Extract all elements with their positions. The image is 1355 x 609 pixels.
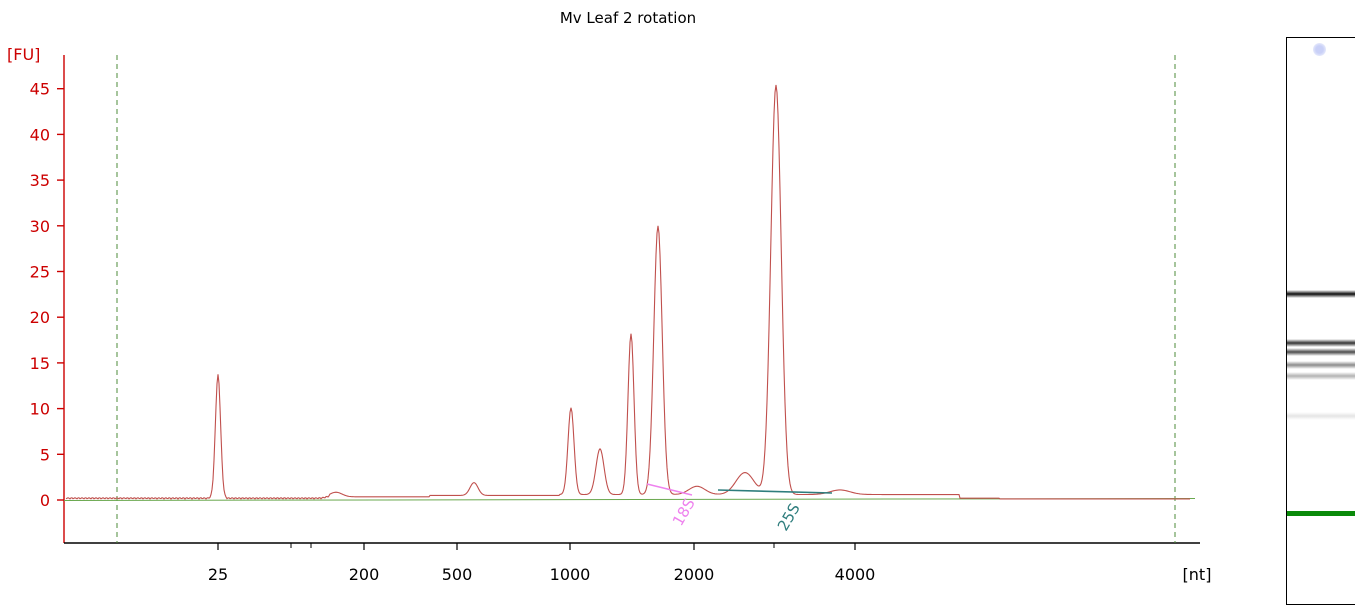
peak-18S-label: 18S <box>669 495 699 529</box>
x-tick-label: 4000 <box>835 565 876 584</box>
x-tick-label: 500 <box>442 565 473 584</box>
y-tick-label: 20 <box>30 308 50 327</box>
gel-band <box>1287 412 1355 420</box>
y-tick-label: 0 <box>40 491 50 510</box>
peak-25S-annotation: 25S <box>717 489 833 534</box>
peak-25S-baseline <box>717 489 833 494</box>
x-tick-label: 2000 <box>674 565 715 584</box>
gel-band <box>1287 361 1355 369</box>
fluorescence-trace <box>65 84 1190 500</box>
x-ticks: 25 200 500 1000 2000 4000 <box>208 543 876 584</box>
y-axis-label: [FU] <box>7 45 40 64</box>
y-tick-label: 25 <box>30 263 50 282</box>
x-tick-label: 25 <box>208 565 228 584</box>
gel-band <box>1287 290 1355 298</box>
y-axis: [FU] 0 5 10 15 20 25 30 35 40 45 <box>7 45 65 543</box>
gel-band <box>1287 372 1355 380</box>
gel-lane <box>1286 37 1355 605</box>
electropherogram-chart: Mv Leaf 2 rotation [FU] 0 5 10 15 20 25 30 35 40… <box>7 9 1212 584</box>
gel-lower-marker-band <box>1287 511 1355 516</box>
y-ticks: 0 5 10 15 20 25 30 35 40 45 <box>30 80 64 510</box>
lane-marker-icon <box>1313 43 1326 56</box>
y-tick-label: 40 <box>30 125 50 144</box>
gel-band <box>1287 339 1355 347</box>
y-tick-label: 35 <box>30 171 50 190</box>
y-tick-label: 10 <box>30 400 50 419</box>
y-tick-label: 15 <box>30 354 50 373</box>
gel-band <box>1287 348 1355 356</box>
y-tick-label: 30 <box>30 217 50 236</box>
y-tick-label: 45 <box>30 80 50 99</box>
y-tick-label: 5 <box>40 445 50 464</box>
chart-title: Mv Leaf 2 rotation <box>560 9 696 27</box>
peak-18S-baseline <box>646 483 693 496</box>
x-axis: 25 200 500 1000 2000 4000 [nt] <box>64 542 1212 584</box>
x-axis-label: [nt] <box>1183 565 1212 584</box>
peak-18S-annotation: 18S <box>646 483 699 529</box>
peak-25S-label: 25S <box>774 500 804 534</box>
x-tick-label: 1000 <box>550 565 591 584</box>
x-tick-label: 200 <box>349 565 380 584</box>
